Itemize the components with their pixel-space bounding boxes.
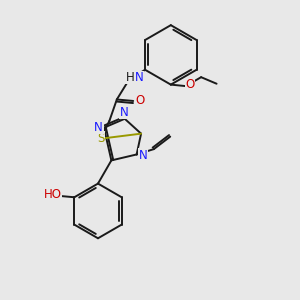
Text: S: S (98, 132, 105, 145)
Text: N: N (120, 106, 128, 119)
Text: O: O (135, 94, 144, 106)
Text: N: N (135, 71, 143, 84)
Text: H: H (126, 71, 135, 84)
Text: N: N (139, 148, 148, 162)
Text: N: N (94, 121, 103, 134)
Text: O: O (185, 78, 195, 91)
Text: HO: HO (44, 188, 62, 201)
